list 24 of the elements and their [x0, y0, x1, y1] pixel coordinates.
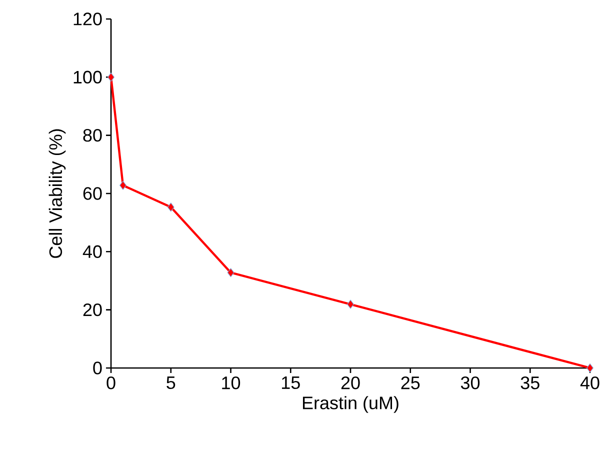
- x-tick-label: 30: [460, 376, 480, 390]
- y-tick-label: 40: [82, 245, 102, 258]
- point: [108, 72, 114, 82]
- point: [227, 268, 234, 278]
- x-tick-label: 0: [106, 376, 116, 390]
- point: [120, 180, 126, 190]
- point: [586, 363, 594, 372]
- x-tick-label: 20: [341, 376, 360, 390]
- y-tick-label: 0: [93, 362, 102, 374]
- y-tick-label: 60: [83, 187, 102, 200]
- y-tick-label: 100: [74, 70, 102, 84]
- point: [167, 202, 174, 212]
- x-tick-label: 5: [166, 376, 176, 390]
- point: [347, 300, 354, 309]
- x-axis-title: Erastin (uM): [302, 396, 398, 413]
- x-tick-label: 25: [401, 376, 420, 390]
- y-tick-label: 120: [74, 12, 102, 26]
- y-tick-label: 20: [83, 303, 102, 316]
- x-tick-label: 35: [520, 376, 540, 390]
- y-tick-label: 80: [83, 128, 102, 142]
- x-tick-label: 15: [282, 376, 300, 390]
- y-axis-title: Cell Viability (%): [48, 129, 66, 258]
- x-tick-label: 40: [580, 376, 600, 390]
- x-tick-label: 10: [222, 376, 240, 390]
